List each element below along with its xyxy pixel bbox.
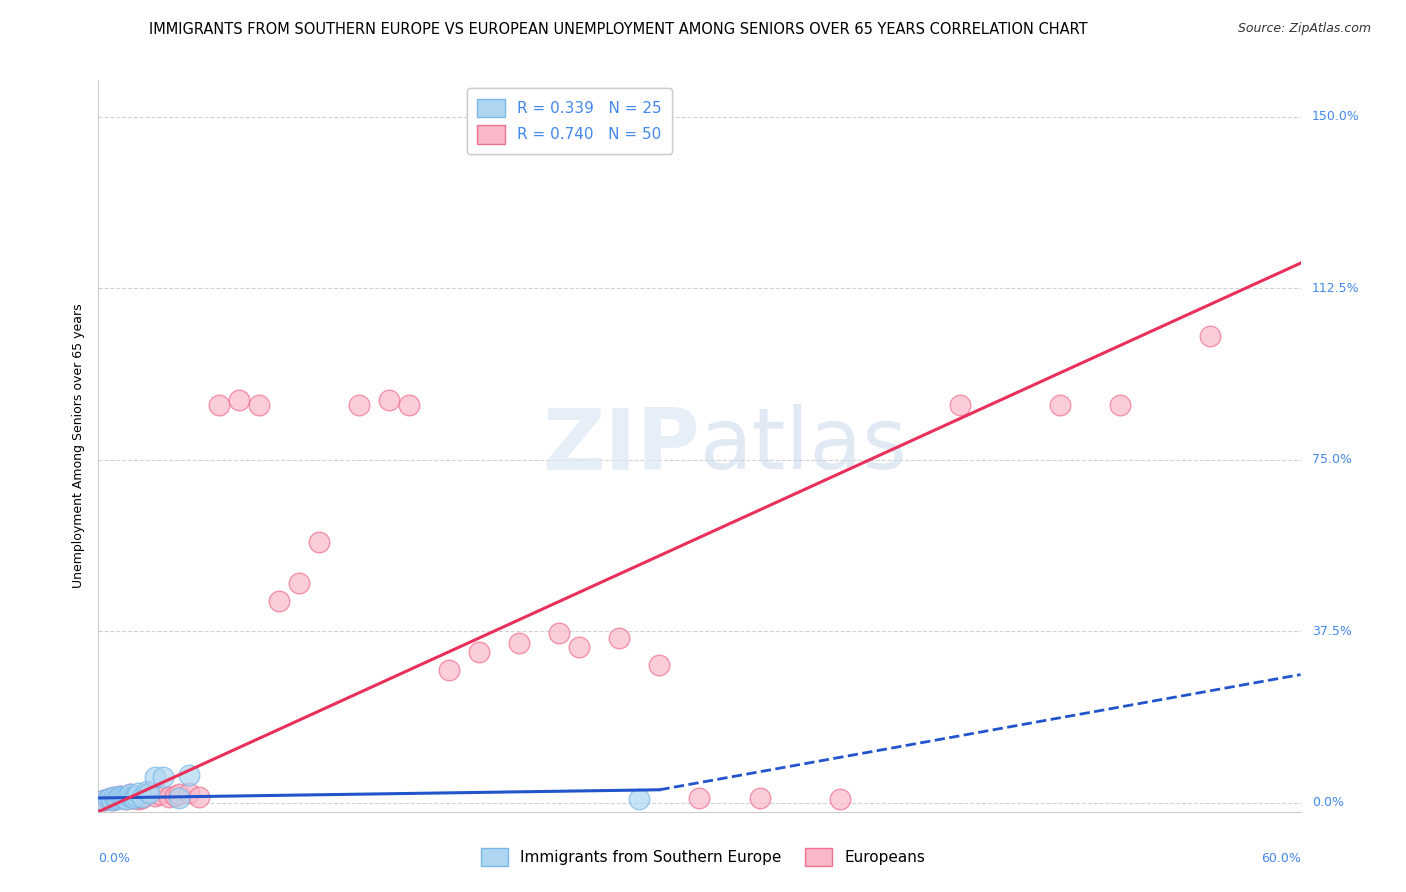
Point — [124, 791, 146, 805]
Text: 0.0%: 0.0% — [98, 852, 131, 865]
Point — [115, 792, 138, 806]
Point — [152, 771, 174, 785]
Point — [125, 789, 148, 803]
Point — [609, 631, 631, 645]
Point — [1199, 329, 1222, 343]
Point — [828, 792, 851, 806]
Point — [117, 789, 139, 803]
Point — [378, 393, 401, 408]
Point — [107, 791, 129, 805]
Point — [508, 635, 530, 649]
Text: 37.5%: 37.5% — [1312, 624, 1351, 638]
Text: 112.5%: 112.5% — [1312, 282, 1360, 294]
Point — [347, 398, 370, 412]
Point — [125, 789, 148, 803]
Point — [167, 791, 190, 805]
Point — [120, 788, 142, 802]
Text: Source: ZipAtlas.com: Source: ZipAtlas.com — [1237, 22, 1371, 36]
Point — [115, 792, 138, 806]
Point — [93, 793, 115, 807]
Point — [1109, 398, 1132, 412]
Point — [103, 790, 125, 805]
Point — [1049, 398, 1071, 412]
Point — [568, 640, 591, 655]
Point — [131, 791, 153, 805]
Point — [100, 791, 122, 805]
Point — [124, 790, 146, 805]
Text: 0.0%: 0.0% — [1312, 796, 1344, 809]
Point — [143, 771, 166, 785]
Point — [143, 789, 166, 803]
Point — [128, 792, 150, 806]
Point — [228, 393, 250, 408]
Point — [177, 787, 200, 801]
Point — [107, 791, 129, 805]
Point — [548, 626, 571, 640]
Point — [128, 787, 150, 801]
Point — [101, 793, 124, 807]
Point — [120, 788, 142, 802]
Point — [688, 791, 710, 805]
Point — [648, 658, 671, 673]
Point — [148, 788, 170, 802]
Point — [398, 398, 420, 412]
Point — [97, 792, 120, 806]
Point — [121, 791, 143, 805]
Point — [138, 787, 160, 801]
Point — [135, 784, 157, 798]
Point — [437, 663, 460, 677]
Legend: R = 0.339   N = 25, R = 0.740   N = 50: R = 0.339 N = 25, R = 0.740 N = 50 — [467, 88, 672, 154]
Point — [111, 790, 134, 805]
Point — [247, 398, 270, 412]
Point — [117, 789, 139, 803]
Point — [157, 790, 180, 805]
Text: atlas: atlas — [699, 404, 907, 488]
Point — [100, 791, 122, 805]
Y-axis label: Unemployment Among Seniors over 65 years: Unemployment Among Seniors over 65 years — [72, 303, 86, 589]
Point — [97, 792, 120, 806]
Point — [105, 792, 128, 806]
Text: 150.0%: 150.0% — [1312, 111, 1360, 123]
Point — [138, 787, 160, 801]
Point — [129, 790, 152, 805]
Point — [101, 793, 124, 807]
Text: ZIP: ZIP — [541, 404, 699, 488]
Point — [748, 791, 770, 805]
Point — [110, 789, 132, 803]
Point — [177, 768, 200, 782]
Text: IMMIGRANTS FROM SOUTHERN EUROPE VS EUROPEAN UNEMPLOYMENT AMONG SENIORS OVER 65 Y: IMMIGRANTS FROM SOUTHERN EUROPE VS EUROP… — [149, 22, 1088, 37]
Legend: Immigrants from Southern Europe, Europeans: Immigrants from Southern Europe, Europea… — [471, 838, 935, 875]
Text: 60.0%: 60.0% — [1261, 852, 1301, 865]
Point — [114, 791, 136, 805]
Point — [93, 793, 115, 807]
Point — [111, 790, 134, 805]
Point — [131, 790, 153, 805]
Point — [208, 398, 231, 412]
Point — [103, 790, 125, 805]
Point — [167, 788, 190, 802]
Point — [288, 576, 311, 591]
Point — [308, 535, 330, 549]
Text: 75.0%: 75.0% — [1312, 453, 1351, 467]
Point — [114, 791, 136, 805]
Point — [110, 789, 132, 803]
Point — [121, 790, 143, 805]
Point — [628, 792, 651, 806]
Point — [187, 790, 209, 805]
Point — [949, 398, 972, 412]
Point — [163, 789, 186, 803]
Point — [468, 645, 491, 659]
Point — [267, 594, 290, 608]
Point — [105, 792, 128, 806]
